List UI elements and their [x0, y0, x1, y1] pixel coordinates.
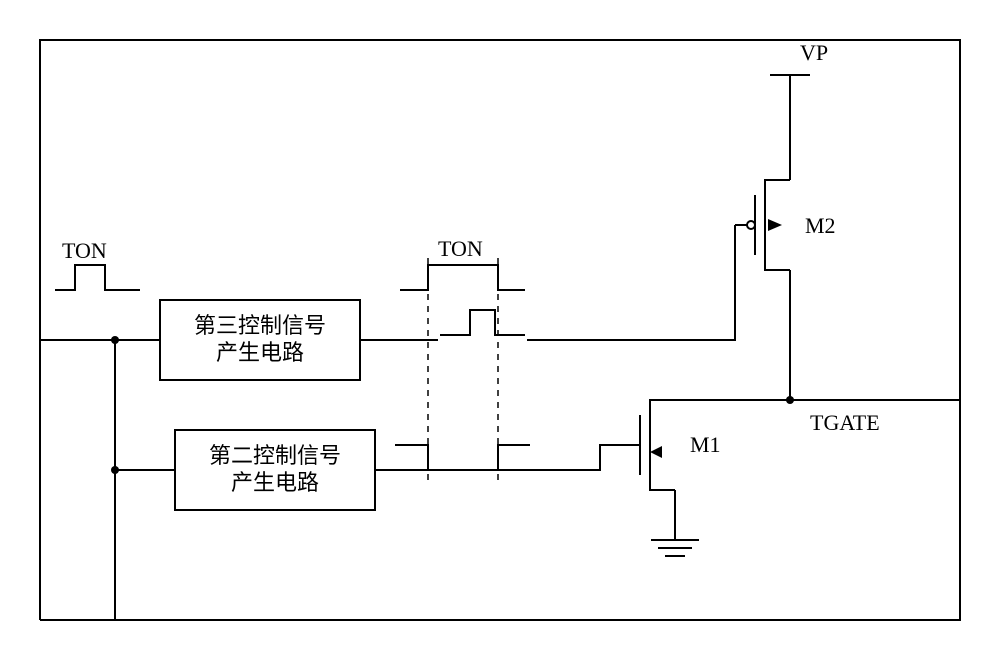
vp-label: VP	[800, 40, 828, 65]
circuit-diagram: VP M2 TGATE M1 第三控制信号 产生电路 第二控制信号	[0, 0, 1000, 658]
transistor-m1	[620, 400, 675, 490]
block-ctrl2-l1: 第二控制信号	[209, 443, 341, 468]
box3-to-m2	[360, 225, 735, 340]
junction-in-bot	[111, 466, 119, 474]
junction-out	[786, 396, 794, 404]
block-ctrl2-l2: 产生电路	[231, 470, 319, 495]
m1-label: M1	[690, 432, 721, 457]
junction-in-top	[111, 336, 119, 344]
box3-out-pulse	[440, 310, 525, 335]
m2-label: M2	[805, 213, 836, 238]
ground-icon	[651, 540, 699, 556]
tgate-label: TGATE	[810, 410, 880, 435]
ton-ref-pulse	[400, 265, 525, 290]
ton-input-pulse	[55, 265, 140, 290]
transistor-m2	[735, 180, 790, 270]
block-ctrl3-l1: 第三控制信号	[194, 313, 326, 338]
block-ctrl3-l2: 产生电路	[216, 340, 304, 365]
ton-mid-label: TON	[438, 236, 483, 261]
ton-left-label: TON	[62, 238, 107, 263]
